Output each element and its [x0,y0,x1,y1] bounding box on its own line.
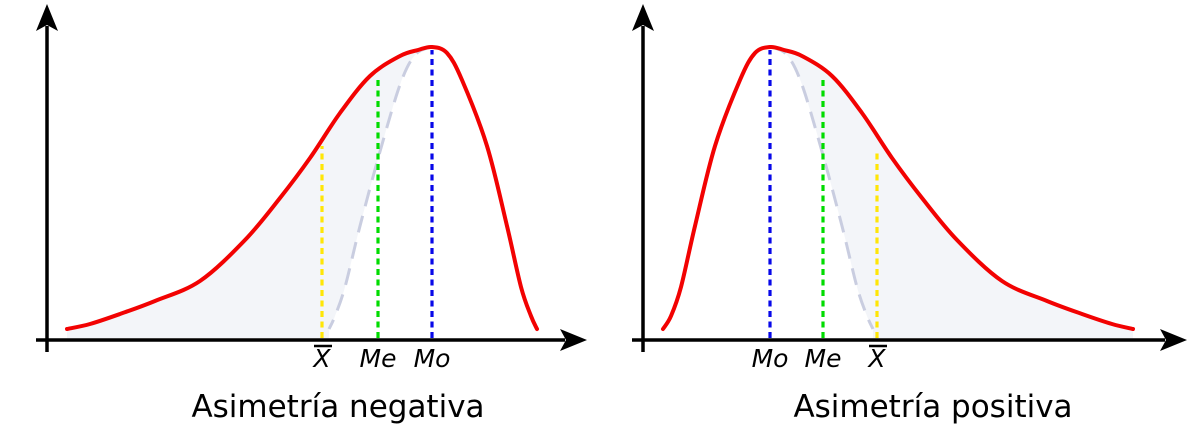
x-axis-arrow-icon [560,329,587,351]
y-axis-arrow-icon [36,4,58,31]
area-between-curves [769,46,1133,339]
panel-title-positive: Asimetría positiva [793,389,1072,425]
panel-positive-skew: Mo Me X Asimetría positiva [632,4,1187,425]
median-label: Me [805,344,842,373]
mode-label: Mo [414,344,451,373]
panel-negative-skew: X Me Mo Asimetría negativa [36,4,587,425]
y-axis-arrow-icon [632,4,654,31]
mode-label: Mo [752,344,789,373]
panel-title-negative: Asimetría negativa [191,389,484,425]
area-between-curves [67,46,433,339]
mean-label: X [866,344,886,373]
x-axis-arrow-icon [1160,329,1187,351]
mean-label: X [311,344,331,373]
median-label: Me [360,344,397,373]
skewed-density-curve [661,44,1135,331]
skewed-density-curve [65,44,539,331]
